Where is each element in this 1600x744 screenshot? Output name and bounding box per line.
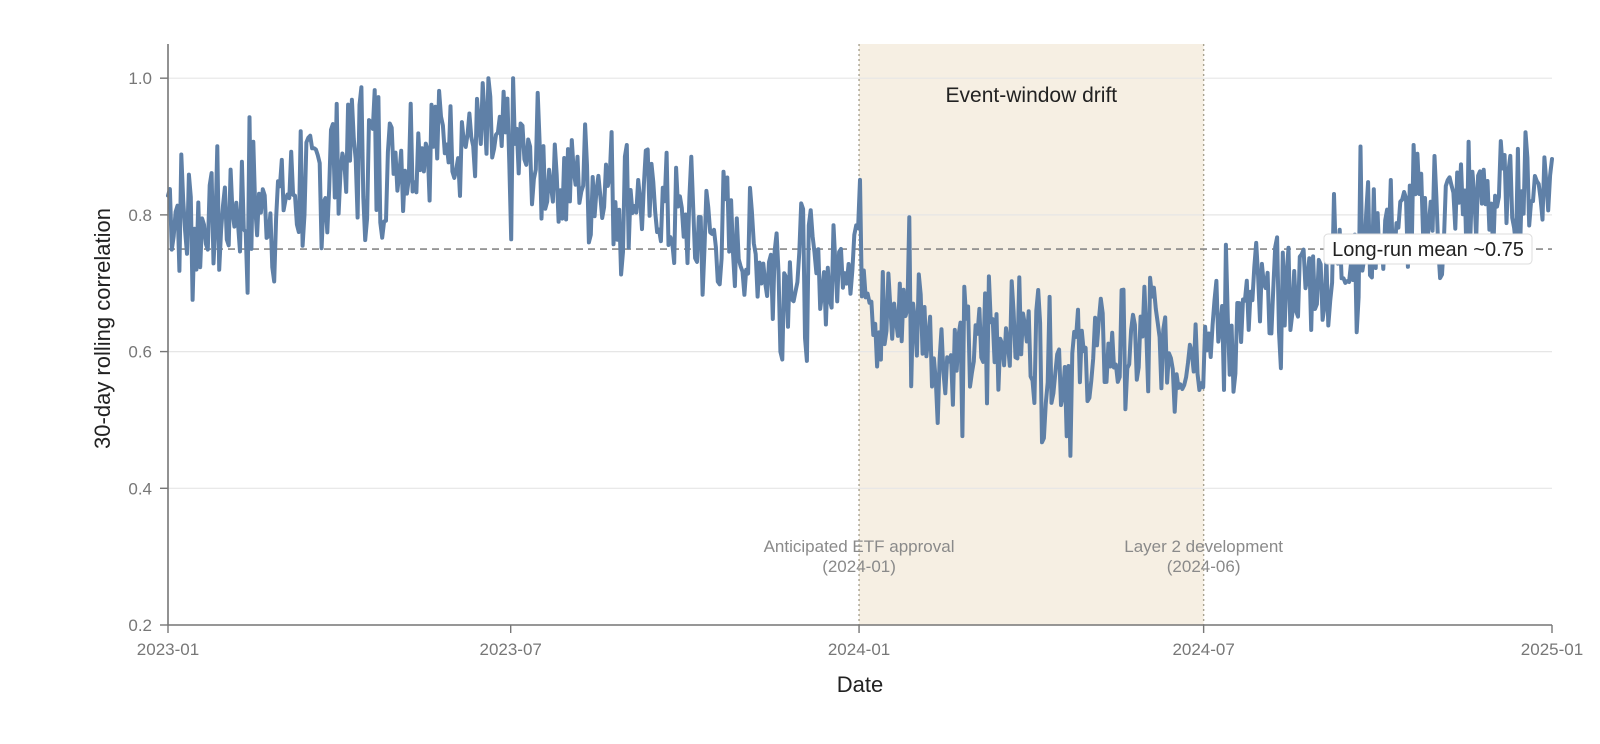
event-annotation-date: (2024-06) [1167,557,1241,576]
y-tick-label: 0.6 [128,343,152,362]
long-run-mean-label: Long-run mean ~0.75 [1332,239,1524,261]
y-tick-label: 1.0 [128,69,152,88]
long-run-mean-label-box [1323,233,1533,265]
x-axis-title: Date [837,672,883,697]
event-window-label: Event-window drift [946,84,1118,107]
event-annotation-label: Anticipated ETF approval [764,537,955,556]
y-tick-label: 0.4 [128,479,152,498]
y-tick-label: 0.2 [128,616,152,635]
x-tick-label: 2023-07 [479,640,541,659]
y-tick-label: 0.8 [128,206,152,225]
x-tick-label: 2025-01 [1521,640,1583,659]
y-axis-title: 30-day rolling correlation [90,208,115,449]
event-annotation-date: (2024-01) [822,557,896,576]
event-annotation-label: Layer 2 development [1124,537,1283,556]
x-tick-label: 2024-01 [828,640,890,659]
x-tick-label: 2023-01 [137,640,199,659]
correlation-series-line [166,76,1554,458]
x-tick-label: 2024-07 [1172,640,1234,659]
plot-area: 0.2 0.4 0.6 0.8 1.0 2023-01 2023-07 2024-01 2024… [128,44,1583,659]
